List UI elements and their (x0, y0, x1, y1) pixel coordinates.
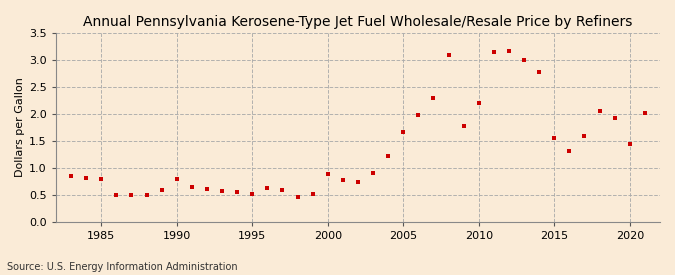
Point (292, 195, 303, 199)
Point (186, 185, 197, 189)
Point (413, 113, 424, 117)
Point (338, 177, 348, 182)
Point (96, 176, 107, 181)
Point (534, 70, 545, 74)
Point (458, 124, 469, 128)
Point (368, 170, 379, 175)
Point (307, 192, 318, 196)
Point (473, 101, 484, 105)
Point (111, 192, 122, 197)
Point (156, 188, 167, 193)
Point (81, 176, 92, 180)
Point (489, 50, 500, 54)
Point (232, 190, 242, 194)
Point (579, 134, 590, 138)
Point (141, 192, 152, 197)
Point (518, 58, 529, 62)
Point (639, 111, 650, 116)
Point (65, 174, 76, 179)
Point (277, 188, 288, 192)
Point (202, 187, 213, 192)
Y-axis label: Dollars per Gallon: Dollars per Gallon (15, 77, 25, 177)
Point (428, 95, 439, 100)
Point (549, 136, 560, 140)
Point (383, 154, 394, 158)
Point (171, 176, 182, 181)
Point (247, 191, 258, 196)
Point (594, 108, 605, 113)
Point (323, 172, 333, 177)
Text: Source: U.S. Energy Information Administration: Source: U.S. Energy Information Administ… (7, 262, 238, 272)
Point (217, 189, 227, 193)
Point (443, 53, 454, 57)
Point (504, 49, 514, 53)
Point (352, 180, 363, 185)
Point (624, 141, 635, 146)
Title: Annual Pennsylvania Kerosene-Type Jet Fuel Wholesale/Resale Price by Refiners: Annual Pennsylvania Kerosene-Type Jet Fu… (83, 15, 632, 29)
Point (398, 130, 408, 134)
Point (564, 148, 575, 153)
Point (610, 116, 620, 120)
Point (126, 192, 137, 197)
Point (262, 186, 273, 190)
